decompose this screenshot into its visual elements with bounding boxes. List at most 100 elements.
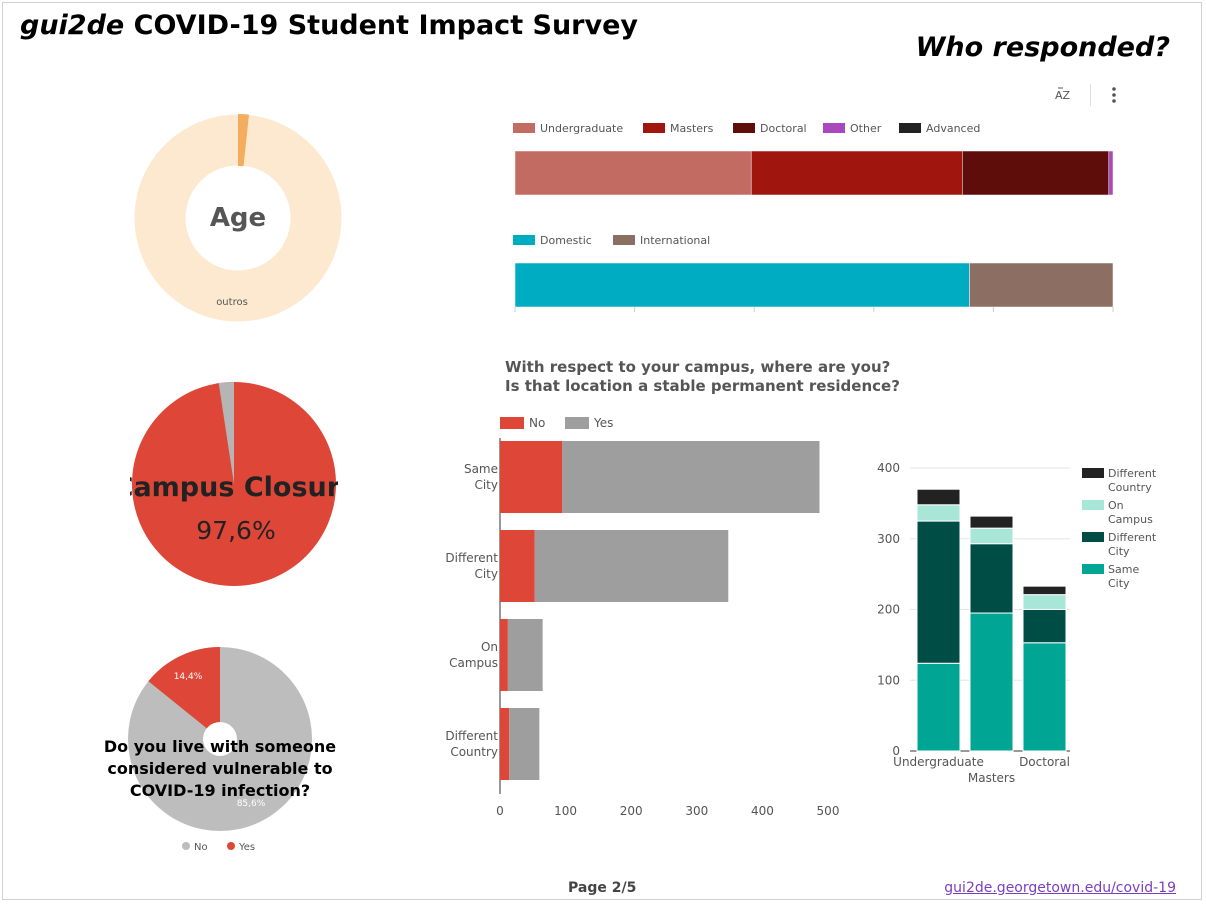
legend-label-no: No: [529, 416, 545, 430]
age-donut-slice-label: outros: [216, 297, 248, 308]
age-donut-chart: Age outros: [134, 114, 342, 322]
campus-pie-rest-slice: [218, 381, 234, 484]
x-tick-label: Doctoral: [1019, 755, 1070, 769]
legend-label-other: Other: [850, 122, 882, 135]
category-label: Different: [445, 551, 498, 565]
vulnerable-yes-slice: [148, 647, 220, 739]
campus-closure-pie: Campus Closure 97,6%: [130, 381, 338, 586]
legend-no-label: No: [194, 842, 208, 853]
category-label: City: [474, 478, 498, 492]
legend-swatch-international: [613, 235, 635, 245]
legend-swatch-different-city: [1082, 532, 1104, 542]
more-vert-icon[interactable]: [1108, 86, 1120, 104]
y-tick-label: 100: [877, 673, 900, 687]
bar-same-city-yes: [562, 441, 820, 513]
legend-label-different-country: Different: [1108, 467, 1157, 480]
bar-masters-on-campus: [969, 527, 1014, 545]
legend-label-different-country: Country: [1108, 481, 1152, 494]
legend-label-doctoral: Doctoral: [760, 122, 807, 135]
legend-swatch-on-campus: [1082, 500, 1104, 510]
sort-az-icon[interactable]: AZ: [1054, 86, 1072, 104]
legend-swatch-different-country: [1082, 468, 1104, 478]
page-indicator: Page 2/5: [568, 880, 637, 896]
bar-masters-same-city: [969, 612, 1014, 752]
bar-undergraduate-different-city: [916, 520, 961, 664]
x-tick-label: 0: [496, 804, 504, 818]
category-label: Same: [464, 462, 498, 476]
question-line-1: With respect to your campus, where are y…: [505, 358, 891, 376]
category-label: Different: [445, 729, 498, 743]
legend-label-on-campus: On: [1108, 499, 1124, 512]
bar-masters-different-city: [969, 543, 1014, 614]
legend-swatch-advanced: [899, 123, 921, 133]
bar-segment-international: [969, 262, 1114, 308]
section-title: Who responded?: [915, 32, 1170, 63]
bar-on-campus-no: [500, 619, 508, 691]
legend-yes-dot: [227, 842, 235, 850]
legend-label-masters: Masters: [670, 122, 714, 135]
legend-label-on-campus: Campus: [1108, 513, 1153, 526]
age-donut-label: Age: [210, 203, 266, 233]
legend-label-advanced: Advanced: [926, 122, 980, 135]
bar-segment-other: [1108, 150, 1114, 196]
legend-label-different-city: Different: [1108, 531, 1157, 544]
vulnerable-donut-hole: [203, 722, 237, 756]
legend-swatch-same-city: [1082, 564, 1104, 574]
legend-yes-label: Yes: [238, 842, 255, 853]
legend-swatch-undergraduate: [513, 123, 535, 133]
question-line-2: Is that location a stable permanent resi…: [505, 377, 900, 395]
y-tick-label: 400: [877, 461, 900, 475]
legend-swatch-no: [500, 417, 524, 429]
vulnerable-no-label: 85,6%: [237, 799, 266, 809]
bar-different-city-yes: [534, 530, 729, 602]
legend-label-international: International: [640, 234, 710, 247]
legend-swatch-yes: [565, 417, 589, 429]
location-residence-chart: No Yes Same City Different City On Campus Differ…: [445, 416, 839, 818]
bar-different-city-no: [500, 530, 535, 602]
category-label: City: [474, 567, 498, 581]
x-tick-label: Masters: [968, 771, 1015, 785]
bar-on-campus-yes: [507, 619, 543, 691]
y-tick-label: 300: [877, 532, 900, 546]
page-title: gui2de COVID-19 Student Impact Survey: [20, 10, 638, 41]
bar-segment-doctoral: [962, 150, 1110, 196]
svg-text:AZ: AZ: [1055, 89, 1071, 102]
toolbar-divider: [1090, 84, 1091, 106]
legend-swatch-masters: [643, 123, 665, 133]
x-tick-label: Undergraduate: [893, 755, 984, 769]
footer-link[interactable]: gui2de.georgetown.edu/covid-19: [944, 880, 1176, 896]
vulnerable-question: Do you live with someone considered vuln…: [103, 737, 337, 800]
bar-segment-undergraduate: [514, 150, 752, 196]
age-donut-accent-slice: [238, 114, 249, 167]
legend-label-yes: Yes: [593, 416, 613, 430]
category-label: Country: [450, 745, 498, 759]
respondent-bars-chart: Undergraduate Masters Doctoral Other Advance…: [513, 122, 1114, 312]
y-tick-label: 200: [877, 603, 900, 617]
bar-different-country-no: [500, 708, 510, 780]
bar-undergraduate-same-city: [916, 662, 961, 752]
legend-label-undergraduate: Undergraduate: [540, 122, 623, 135]
campus-pie-value: 97,6%: [196, 516, 275, 545]
bar-undergraduate-on-campus: [916, 504, 961, 522]
vulnerable-donut-chart: 14,4% 85,6% No Yes: [128, 647, 312, 853]
bar-doctoral-different-city: [1022, 609, 1067, 644]
x-tick-label: 400: [751, 804, 774, 818]
x-tick-label: 100: [554, 804, 577, 818]
title-rest: COVID-19 Student Impact Survey: [133, 10, 638, 41]
question-title: With respect to your campus, where are y…: [505, 358, 900, 396]
legend-swatch-other: [823, 123, 845, 133]
legend-label-domestic: Domestic: [540, 234, 592, 247]
bar-different-country-yes: [509, 708, 540, 780]
x-tick-label: 300: [685, 804, 708, 818]
bar-doctoral-on-campus: [1022, 594, 1067, 611]
bar-masters-different-country: [969, 515, 1014, 529]
bar-segment-masters: [750, 150, 963, 196]
category-label: Campus: [449, 656, 498, 670]
legend-label-different-city: City: [1108, 545, 1130, 558]
legend-no-dot: [182, 842, 190, 850]
legend-swatch-doctoral: [733, 123, 755, 133]
bar-doctoral-same-city: [1022, 642, 1067, 752]
bar-undergraduate-different-country: [916, 488, 961, 506]
x-tick-label: 200: [620, 804, 643, 818]
